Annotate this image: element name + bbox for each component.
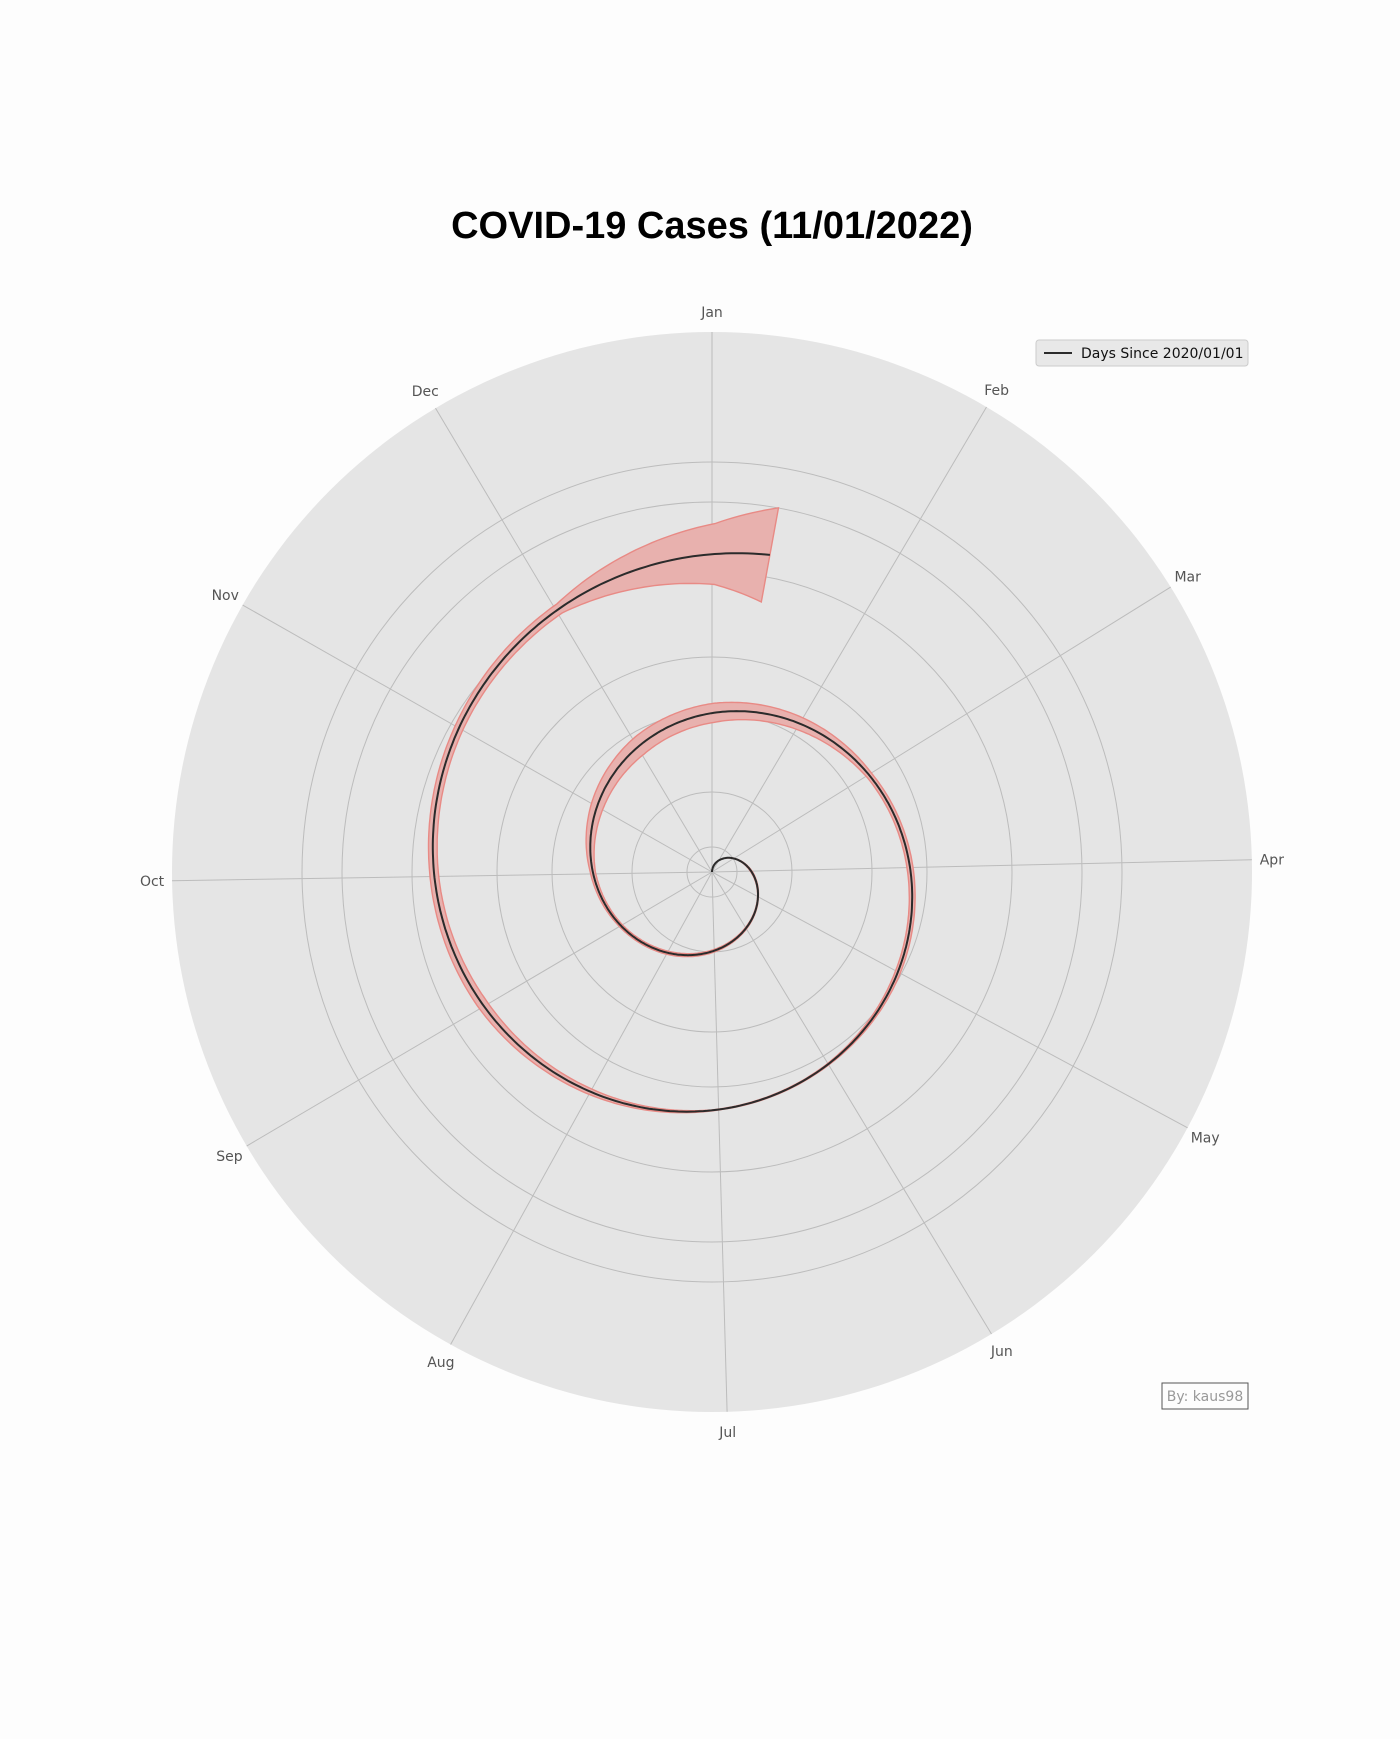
legend-label: Days Since 2020/01/01 [1081,346,1244,362]
angular-grid-spoke [711,586,1171,873]
angular-grid-spoke [711,871,1188,1129]
legend-box [1035,339,1249,367]
angular-grid [172,332,1252,1412]
angular-grid-spoke [711,859,1252,873]
month-label-jun: Jun [990,1344,1013,1360]
angular-grid-spoke [711,406,987,873]
credit-frame [1161,1382,1249,1410]
month-tick-labels: Jan Feb Mar Apr May Jun Jul Aug Sep Oct Nov Dec [140,305,1284,1441]
legend: Days Since 2020/01/01 [1035,339,1249,367]
month-label-sep: Sep [216,1149,243,1165]
month-label-feb: Feb [984,383,1009,399]
angular-grid-spoke [172,871,713,882]
angular-grid-spoke [435,407,713,873]
days-since-line [431,552,914,1113]
month-label-aug: Aug [427,1355,454,1371]
month-label-jul: Jul [718,1425,736,1441]
credit-text: By: kaus98 [1167,1389,1243,1405]
angular-grid-spoke [711,871,992,1335]
chart-title: COVID-19 Cases (11/01/2022) [451,205,973,247]
month-label-may: May [1191,1130,1220,1146]
month-label-dec: Dec [412,384,439,400]
credit-box: By: kaus98 [1161,1382,1249,1410]
angular-grid-spoke [711,871,728,1412]
angular-grid-spoke [242,604,713,873]
month-label-apr: Apr [1260,852,1284,868]
month-label-nov: Nov [212,588,239,604]
month-label-mar: Mar [1174,570,1201,586]
month-label-oct: Oct [140,874,165,890]
month-label-jan: Jan [700,305,723,321]
